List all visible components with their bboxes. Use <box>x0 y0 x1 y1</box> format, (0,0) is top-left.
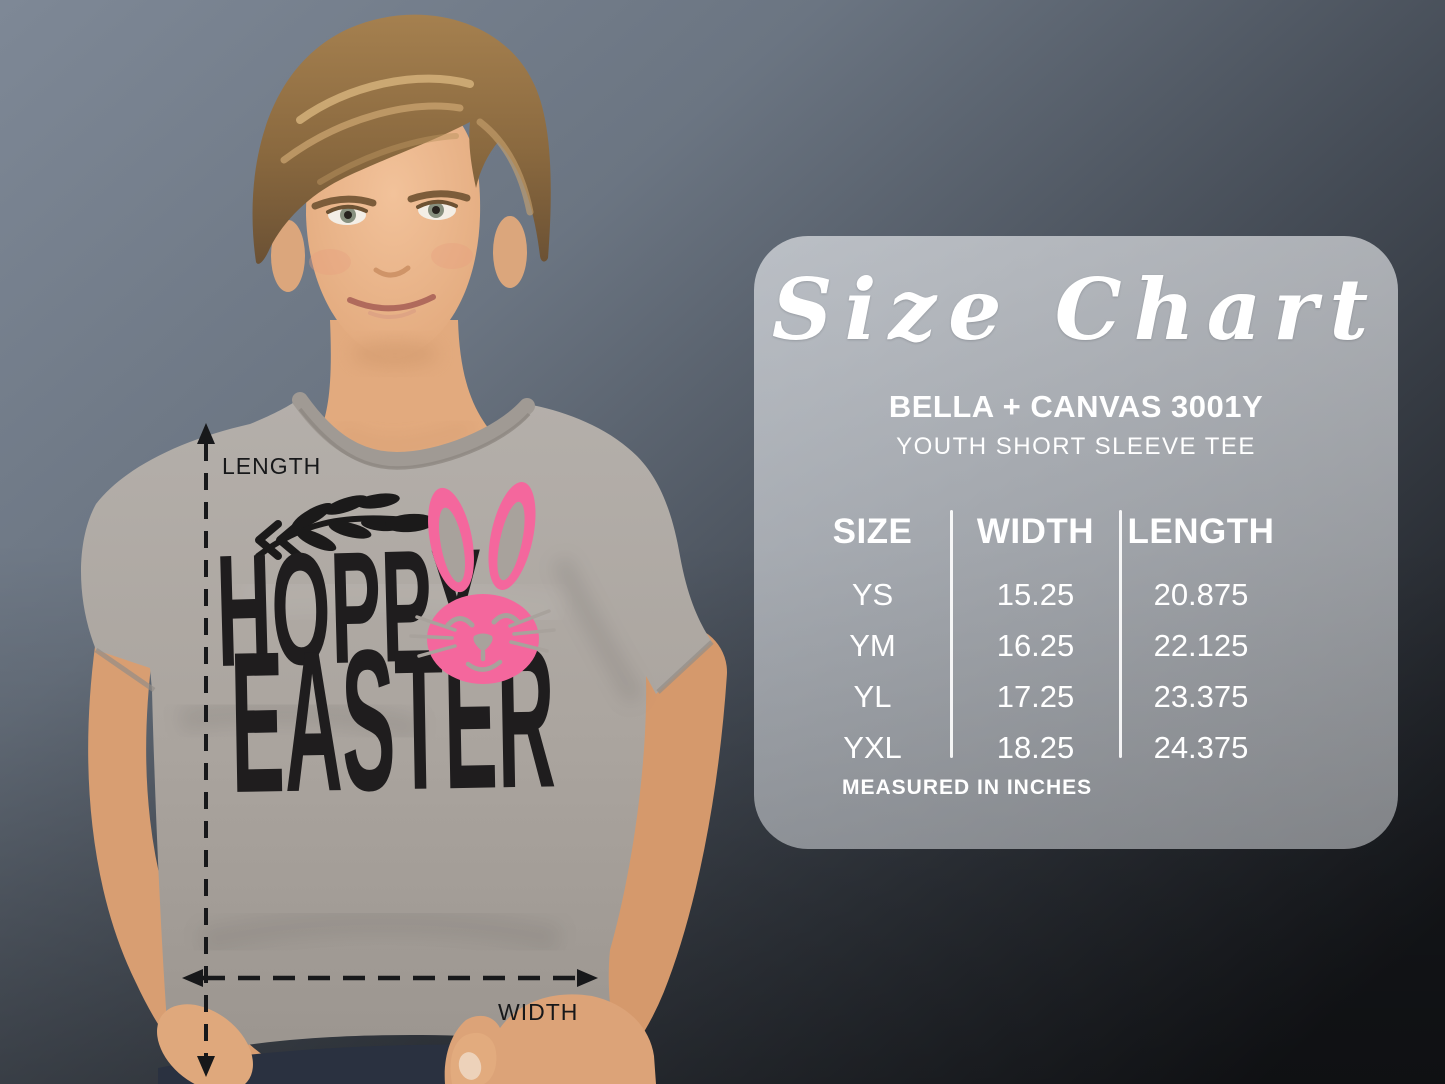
width-cell: 16.25 <box>996 627 1075 663</box>
product-line: YOUTH SHORT SLEEVE TEE <box>896 433 1256 460</box>
length-cell: 22.125 <box>1153 627 1249 663</box>
table-divider <box>950 510 953 758</box>
right-sleeve-hem <box>656 640 714 694</box>
left-ear <box>271 220 305 292</box>
column-header-width: WIDTH <box>976 511 1095 551</box>
left-hand <box>157 1004 253 1084</box>
size-cell: YS <box>851 576 894 612</box>
length-label: LENGTH <box>222 453 322 479</box>
size-table: SIZE WIDTH LENGTH YS 15.25 20.875 YM 16.… <box>754 508 1282 773</box>
size-cell: YM <box>849 627 896 663</box>
table-spacer <box>754 555 1282 569</box>
right-ear <box>493 216 527 288</box>
length-arrow <box>197 423 215 1077</box>
length-cell: 23.375 <box>1153 678 1249 714</box>
table-divider <box>1119 510 1122 758</box>
width-cell: 15.25 <box>996 576 1075 612</box>
nose <box>373 265 411 278</box>
width-cell: 17.25 <box>996 678 1075 714</box>
width-cell: 18.25 <box>996 729 1075 765</box>
width-label: WIDTH <box>498 999 579 1025</box>
hands <box>157 994 656 1084</box>
hair <box>252 14 551 264</box>
eyes <box>326 199 458 225</box>
size-chart-title: Size Chart <box>771 260 1381 359</box>
column-header-length: LENGTH <box>1127 511 1275 551</box>
tshirt <box>81 392 714 1062</box>
size-cell: YXL <box>843 729 902 765</box>
left-sleeve-hem <box>94 647 156 693</box>
boy-model: HOPPY EASTER <box>81 14 727 1084</box>
mouth <box>347 294 436 312</box>
eyebrows <box>311 195 377 210</box>
right-hand <box>444 994 656 1084</box>
size-cell: YL <box>853 678 892 714</box>
bunny-icon <box>409 482 556 684</box>
width-arrow <box>182 969 598 987</box>
thumb-nail <box>458 1052 482 1080</box>
length-cell: 20.875 <box>1153 576 1249 612</box>
shirt-print: HOPPY EASTER <box>214 482 557 836</box>
column-header-size: SIZE <box>832 511 913 551</box>
size-chart-panel: Size Chart BELLA + CANVAS 3001Y YOUTH SH… <box>754 236 1398 849</box>
laurel-branch-icon <box>255 493 435 560</box>
measured-in-inches-note: MEASURED IN INCHES <box>842 776 1093 799</box>
length-cell: 24.375 <box>1153 729 1249 765</box>
collar <box>292 392 535 469</box>
brand-line: BELLA + CANVAS 3001Y <box>888 389 1264 424</box>
